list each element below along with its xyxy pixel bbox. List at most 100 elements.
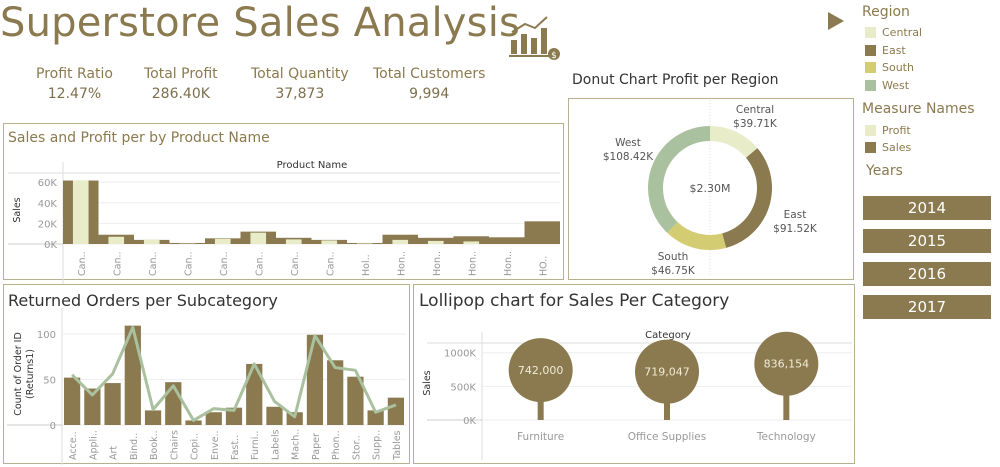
x-tick-label: Can.. [325,251,336,276]
x-tick-label: Stor.. [351,435,362,460]
kpi-total-profit: Total Profit 286.40K [144,64,218,104]
donut-chart-title: Donut Chart Profit per Region [572,72,779,88]
returns-bar [84,388,101,425]
swatch [865,27,876,38]
profit-bar [285,239,302,244]
legend-label: Central [882,26,923,39]
lollipop-value-label: 742,000 [518,364,564,377]
kpi-value: 286.40K [151,86,210,102]
kpi-profit-ratio: Profit Ratio 12.47% [36,64,113,104]
returns-bar [185,420,202,425]
returns-bar [367,410,384,425]
legend-label: East [882,44,906,57]
returns-bar [246,363,263,425]
kpi-total-quantity: Total Quantity 37,873 [251,64,349,104]
year-button-2014[interactable]: 2014 [863,196,991,220]
x-tick-label: Hon.. [396,251,407,276]
x-tick-label: Labels [270,429,281,460]
y-tick-label: 100 [37,330,56,341]
x-tick-label: Hon.. [432,251,443,276]
x-tick-label: Technology [756,431,816,443]
profit-bar [108,236,125,244]
legend-item-west[interactable]: West [865,79,909,92]
legend-item-east[interactable]: East [865,44,906,57]
profit-bar [143,239,160,244]
legend-item-sales[interactable]: Sales [865,141,911,154]
dashboard-title: Superstore Sales Analysis [0,0,521,46]
donut-slice-south [667,221,727,250]
returns-bar [387,397,404,425]
x-tick-label: Book.. [149,430,160,460]
profit-bar [427,240,444,244]
x-tick-label: Chairs [169,430,180,460]
profit-bar [463,241,480,244]
play-arrow-icon[interactable] [828,12,844,30]
column-header: Product Name [277,160,348,171]
y-tick-label: 0K [44,240,57,251]
sales-bar [524,221,560,244]
x-tick-label: Can.. [183,251,194,276]
legend-label: Sales [882,141,912,154]
legend-item-central[interactable]: Central [865,26,922,39]
legend-label: West [882,79,910,92]
profit-bar [250,232,267,244]
donut-center-label: $2.30M [690,182,731,195]
x-tick-label: Fast.. [230,435,241,460]
year-button-2015[interactable]: 2015 [863,229,991,253]
year-button-2016[interactable]: 2016 [863,262,991,286]
lollipop-value-label: 719,047 [644,366,690,379]
legend-item-south[interactable]: South [865,61,914,74]
swatch [865,45,876,56]
x-tick-label: Mach.. [291,429,302,460]
returns-bar [64,377,81,425]
x-tick-label: Acce.. [68,431,79,460]
x-tick-label: Tables [392,430,403,461]
svg-text:$: $ [551,51,557,61]
x-tick-label: Copi.. [190,433,201,460]
legend-item-profit[interactable]: Profit [865,124,911,137]
kpi-label: Total Profit [144,66,218,82]
y-tick-label: 0K [463,416,476,427]
year-button-2017[interactable]: 2017 [863,295,991,319]
x-tick-label: HO.. [538,256,549,276]
slice-value: $91.52K [773,223,818,235]
returns-bar [225,407,243,425]
x-tick-label: Can.. [219,251,230,276]
y-tick-label: 1000K [444,349,476,360]
x-tick-label: Can.. [290,251,301,276]
y-tick-label: 0 [50,421,56,432]
x-tick-label: Can.. [148,251,159,276]
x-tick-label: Art [109,446,120,460]
x-tick-label: Hol.. [361,254,372,276]
returns-bar [266,406,283,425]
lollipop-chart-title: Lollipop chart for Sales Per Category [419,291,730,311]
kpi-label: Total Customers [373,66,486,82]
profit-bar [214,238,231,244]
kpi-value: 9,994 [409,86,450,102]
donut-slice-central [710,126,758,158]
x-tick-label: Bind.. [129,433,140,460]
y-tick-label: 50 [43,375,56,386]
x-tick-label: Enve.. [210,430,221,460]
kpi-label: Total Quantity [251,66,349,82]
slice-label: South [658,251,689,263]
sales-bar [382,234,418,244]
y-axis-title: Sales [422,370,433,395]
profit-bar [392,239,409,244]
x-tick-label: Can.. [112,251,123,276]
measure-legend-title: Measure Names [862,101,975,117]
x-tick-label: Hon.. [503,251,514,276]
x-tick-label: Hon.. [467,251,478,276]
kpi-label: Profit Ratio [36,66,113,82]
x-tick-label: Appli.. [88,430,99,460]
sales-bar [489,237,525,244]
y-tick-label: 20K [38,219,58,230]
swatch [865,62,876,73]
column-header: Category [645,330,691,341]
donut-slice-east [722,148,772,248]
returns-bar [104,383,121,425]
profit-bar [321,240,338,244]
y-tick-label: 40K [38,199,58,210]
returns-bar [144,410,162,425]
